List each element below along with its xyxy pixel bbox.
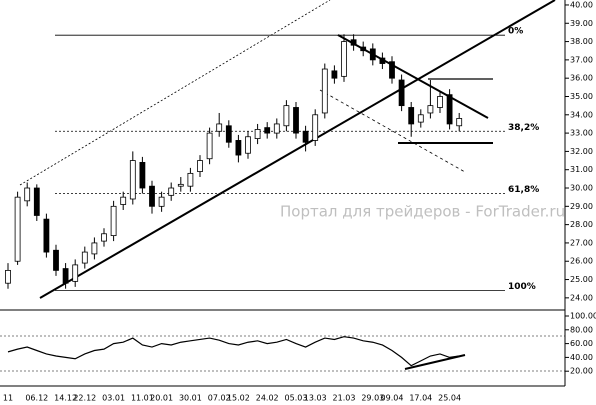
x-tick-label: 25.04 [438,394,461,403]
candle-body [110,205,117,237]
candle-body [446,94,453,125]
x-tick-label: 15.02 [227,394,250,403]
candle-body [225,125,232,143]
candle-body [149,185,155,207]
x-tick-label: 07.02 [208,394,231,403]
candle-body [264,127,271,134]
fib-label: 61,8% [508,185,539,195]
candle-body [101,233,107,242]
candle-body [331,70,338,79]
candle-body [350,39,357,46]
x-tick-label: 13.03 [304,394,327,403]
y-tick-label: 34.00 [570,110,593,119]
fib-label: 0% [508,27,523,37]
candle-body [91,242,98,255]
candle-body [456,118,463,127]
candle-body [5,269,11,284]
candle-body [206,132,213,160]
candle-body [168,187,175,196]
y-tick-label: 29.00 [570,202,593,211]
y-tick-label: 40.00 [570,353,593,362]
y-tick-label: 37.00 [570,55,593,64]
y-tick-label: 38.00 [570,37,593,46]
candle-body [197,160,203,172]
y-tick-label: 39.00 [570,19,593,28]
candle-body [360,46,367,52]
y-tick-label: 32.00 [570,147,593,156]
x-tick-label: 05.03 [285,394,308,403]
candle-body [321,68,328,114]
y-tick-label: 40.00 [570,0,593,9]
y-tick-label: 20.00 [570,367,593,376]
candle-body [389,61,395,79]
x-tick-label: 03.01 [102,394,125,403]
candle-body [43,218,50,253]
candle-body [24,187,31,202]
y-tick-label: 100.00 [570,312,596,321]
candle-body [254,129,261,139]
candle-body [379,57,386,64]
candle-body [437,96,443,108]
x-tick-label: 17.04 [409,394,432,403]
y-tick-label: 24.00 [570,293,593,302]
x-tick-label: 20.01 [150,394,173,403]
y-tick-label: 36.00 [570,74,593,83]
candle-body [53,249,59,271]
y-tick-label: 30.00 [570,184,593,193]
candle-body [14,196,21,262]
candle-body [408,107,415,125]
candle-body [187,172,194,187]
candle-body [312,114,319,141]
candle-body [293,107,299,134]
candle-body [33,187,40,216]
y-tick-label: 27.00 [570,238,593,247]
candle-body [216,123,223,132]
candle-body [139,161,146,189]
candle-body [398,79,405,107]
y-tick-label: 33.00 [570,129,593,138]
x-tick-label: 30.01 [179,394,202,403]
drawings [0,0,566,387]
candle-body [62,268,69,284]
candle-body [129,160,136,200]
candle-body [81,251,88,264]
fib-label: 38,2% [508,123,539,133]
x-tick-label: 14.12 [54,394,77,403]
candle-body [302,130,309,143]
x-tick-label: 22.12 [73,394,96,403]
candle-body [273,123,280,134]
candle-body [120,196,127,205]
candle-body [427,105,434,114]
candle-body [72,264,79,282]
x-tick-label: 06.12 [25,394,48,403]
y-tick-label: 25.00 [570,275,593,284]
fib-label: 100% [508,282,536,292]
x-tick-label: 09.04 [381,394,404,403]
candle-body [245,136,251,154]
y-tick-label: 31.00 [570,165,593,174]
x-tick-label: 29.03 [361,394,384,403]
y-tick-label: 80.00 [570,325,593,334]
y-tick-label: 26.00 [570,257,593,266]
x-tick-label: 24.02 [256,394,279,403]
candle-body [283,105,290,127]
x-tick-label: 11 [3,394,13,403]
x-tick-label: 11.01 [131,394,154,403]
watermark: Портал для трейдеров - ForTrader.ru [280,203,565,221]
x-tick-label: 21.03 [333,394,356,403]
oscillator-line [7,336,460,367]
y-tick-label: 28.00 [570,220,593,229]
candle-body [177,183,184,187]
candle-body [341,41,347,77]
y-tick-label: 60.00 [570,339,593,348]
candle-body [369,48,376,61]
candle-body [235,140,242,156]
candle-body [158,196,165,207]
y-tick-label: 35.00 [570,92,593,101]
candle-body [417,114,424,123]
